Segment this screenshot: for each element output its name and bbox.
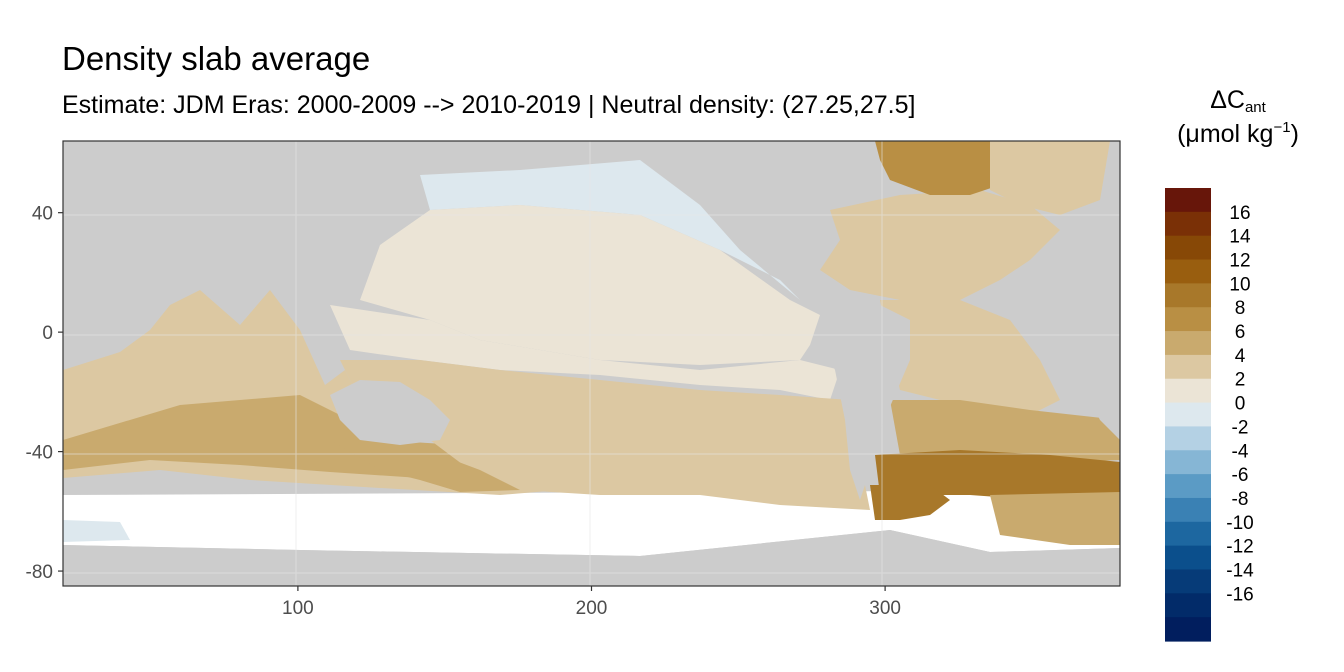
africa-land (1060, 220, 1120, 440)
legend-color-bin (1165, 307, 1211, 332)
x-tick-label: 100 (282, 598, 314, 619)
grid-lines (63, 141, 1120, 586)
drake-passage (870, 485, 950, 520)
legend-label: -12 (1226, 537, 1253, 558)
legend-label: 4 (1235, 346, 1246, 367)
weddell-edge (63, 520, 130, 542)
x-tick-label: 300 (869, 598, 901, 619)
legend-label: -16 (1226, 584, 1253, 605)
north-pacific-subpolar (420, 160, 800, 300)
chart-title: Density slab average (62, 40, 371, 77)
legend-color-bin (1165, 474, 1211, 499)
legend-label: 8 (1235, 298, 1246, 319)
legend-color-bin (1165, 450, 1211, 475)
legend-label: -6 (1232, 465, 1249, 486)
south-atlantic (890, 400, 1120, 465)
legend-label: 0 (1235, 394, 1246, 415)
legend-color-bin (1165, 259, 1211, 284)
legend-color-bin (1165, 378, 1211, 404)
y-tick-label: -80 (26, 562, 53, 583)
south-america-land (820, 300, 910, 500)
legend-color-bin (1165, 188, 1211, 213)
legend-color-bin (1165, 617, 1211, 642)
legend-label: -10 (1226, 513, 1253, 534)
antarctica-land (63, 530, 1120, 586)
legend-label: 16 (1229, 203, 1250, 224)
equatorial-atlantic (880, 300, 1060, 420)
chart-subtitle: Estimate: JDM Eras: 2000-2009 --> 2010-2… (62, 91, 916, 119)
legend-label: -2 (1232, 417, 1249, 438)
y-tick-label: -40 (26, 443, 53, 464)
legend-label: -8 (1232, 489, 1249, 510)
legend-color-bin (1165, 426, 1211, 451)
x-tick-label: 200 (576, 598, 608, 619)
legend-label: 6 (1235, 322, 1246, 343)
labrador-irminger (875, 141, 1010, 195)
legend-color-bin (1165, 354, 1211, 380)
legend-color-bin (1165, 521, 1211, 547)
legend-color-bin (1165, 497, 1211, 523)
north-atlantic-subtropical (820, 190, 1060, 300)
legend-label: -14 (1226, 560, 1254, 581)
legend-title: ΔCant (μmol kg−1) (1177, 86, 1299, 149)
legend-color-bin (1165, 593, 1211, 618)
legend-label: 2 (1235, 370, 1246, 391)
pacific-equatorial (330, 305, 840, 400)
legend-color-bin (1165, 569, 1211, 594)
legend-color-bin (1165, 235, 1211, 261)
ocean-layer (63, 141, 1120, 586)
south-atlantic-band (875, 450, 1120, 500)
legend-label: 14 (1229, 227, 1251, 248)
legend-label: 10 (1229, 274, 1250, 295)
tasman-band (330, 435, 520, 492)
south-pacific (340, 360, 870, 510)
legend-color-bin (1165, 211, 1211, 237)
australia-land (330, 380, 450, 445)
legend-color-bin (1165, 283, 1211, 308)
legend-color-bin (1165, 402, 1211, 428)
weddell-south (990, 492, 1120, 545)
legend-label: -4 (1232, 441, 1249, 462)
legend-label: 12 (1229, 251, 1250, 272)
legend-color-bin (1165, 545, 1211, 571)
y-tick-label: 40 (32, 204, 53, 225)
north-atlantic-east (990, 141, 1110, 215)
y-tick-label: 0 (42, 323, 53, 344)
legend-color-bin (1165, 331, 1211, 356)
